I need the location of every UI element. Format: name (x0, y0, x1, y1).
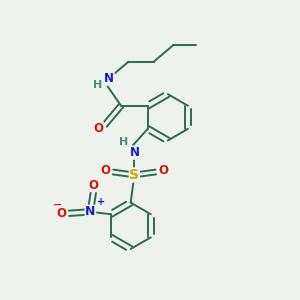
Text: S: S (129, 168, 140, 182)
Text: N: N (129, 146, 140, 159)
Text: +: + (97, 197, 105, 207)
Text: O: O (100, 164, 111, 177)
Text: O: O (57, 207, 67, 220)
Text: N: N (104, 72, 114, 85)
Text: H: H (119, 137, 128, 147)
Text: O: O (158, 164, 168, 177)
Text: N: N (85, 205, 96, 218)
Text: O: O (93, 122, 103, 134)
Text: O: O (88, 178, 98, 192)
Text: −: − (52, 200, 62, 209)
Text: H: H (93, 80, 102, 90)
